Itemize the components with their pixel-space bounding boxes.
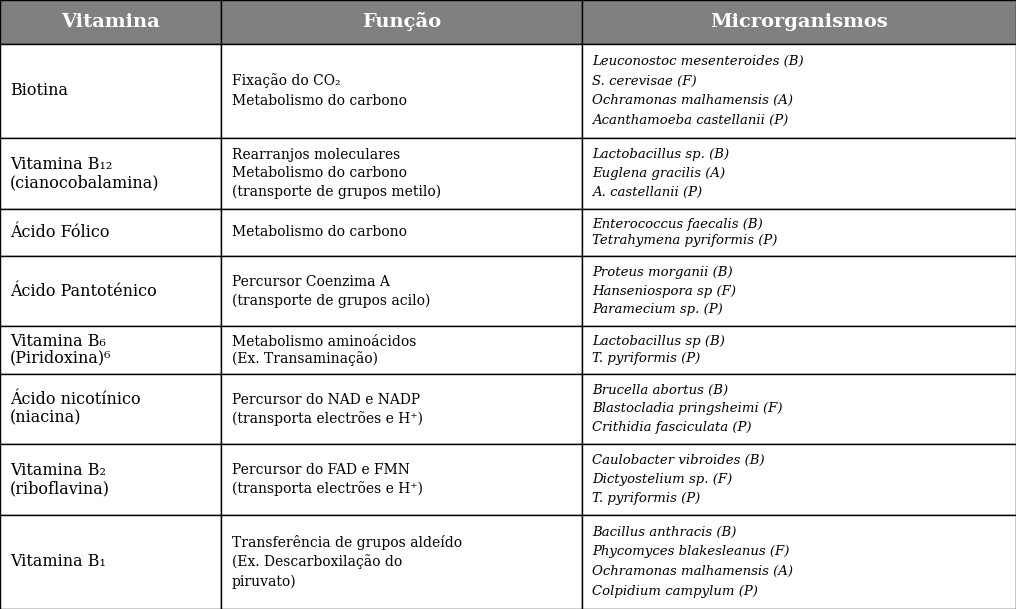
Bar [221,326,582,373]
Text: Biotina: Biotina [10,82,68,99]
Text: Metabolismo do carbono: Metabolismo do carbono [232,94,406,108]
Bar [221,515,582,609]
Bar [0,326,221,373]
Bar [0,515,221,609]
Text: Metabolismo aminoácidos: Metabolismo aminoácidos [232,335,416,349]
Text: Vitamina B₁₂: Vitamina B₁₂ [10,155,113,172]
Text: (Ex. Descarboxilação do: (Ex. Descarboxilação do [232,554,402,569]
Text: Proteus morganii (B): Proteus morganii (B) [592,266,733,279]
Text: piruvato): piruvato) [232,575,297,589]
Bar [221,0,582,44]
Text: Metabolismo do carbono: Metabolismo do carbono [232,166,406,180]
Text: S. cerevisae (F): S. cerevisae (F) [592,74,697,88]
Bar [0,209,221,256]
Text: T. pyriformis (P): T. pyriformis (P) [592,351,701,365]
Bar [582,44,1016,138]
Text: (cianocobalamina): (cianocobalamina) [10,174,160,191]
Text: Dictyostelium sp. (F): Dictyostelium sp. (F) [592,473,733,486]
Text: Bacillus anthracis (B): Bacillus anthracis (B) [592,526,737,538]
Text: (transporte de grupos metilo): (transporte de grupos metilo) [232,185,441,199]
Bar [0,444,221,515]
Text: Hanseniospora sp (F): Hanseniospora sp (F) [592,284,737,298]
Text: Vitamina B₂: Vitamina B₂ [10,462,106,479]
Text: Crithidia fasciculata (P): Crithidia fasciculata (P) [592,421,752,434]
Text: Paramecium sp. (P): Paramecium sp. (P) [592,303,723,316]
Text: (Ex. Transaminação): (Ex. Transaminação) [232,351,378,365]
Text: Rearranjos moleculares: Rearranjos moleculares [232,148,400,161]
Text: Acanthamoeba castellanii (P): Acanthamoeba castellanii (P) [592,114,788,127]
Text: Phycomyces blakesleanus (F): Phycomyces blakesleanus (F) [592,546,789,558]
Text: Blastocladia pringsheimi (F): Blastocladia pringsheimi (F) [592,403,782,415]
Text: Ácido Fólico: Ácido Fólico [10,224,110,241]
Text: (transporte de grupos acilo): (transporte de grupos acilo) [232,294,430,308]
Text: (transporta electrões e H⁺): (transporta electrões e H⁺) [232,481,423,496]
Text: Transferência de grupos aldeído: Transferência de grupos aldeído [232,535,462,549]
Text: (riboflavina): (riboflavina) [10,481,110,498]
Text: Enterococcus faecalis (B): Enterococcus faecalis (B) [592,217,763,231]
Text: Microrganismos: Microrganismos [710,13,888,31]
Bar [0,256,221,326]
Text: Lactobacillus sp (B): Lactobacillus sp (B) [592,336,725,348]
Text: A. castellanii (P): A. castellanii (P) [592,186,702,199]
Text: Brucella abortus (B): Brucella abortus (B) [592,384,728,396]
Bar [582,326,1016,373]
Text: (niacina): (niacina) [10,410,81,427]
Bar [0,44,221,138]
Bar [221,209,582,256]
Bar [221,256,582,326]
Text: Percursor Coenzima A: Percursor Coenzima A [232,275,389,289]
Bar [582,515,1016,609]
Bar [0,373,221,444]
Text: Euglena gracilis (A): Euglena gracilis (A) [592,167,725,180]
Text: (transporta electrões e H⁺): (transporta electrões e H⁺) [232,410,423,426]
Text: Ochramonas malhamensis (A): Ochramonas malhamensis (A) [592,94,793,107]
Text: Função: Função [363,12,441,32]
Text: Metabolismo do carbono: Metabolismo do carbono [232,225,406,239]
Bar [582,444,1016,515]
Text: (Piridoxina)⁶: (Piridoxina)⁶ [10,350,112,367]
Text: Vitamina: Vitamina [61,13,161,31]
Bar [582,209,1016,256]
Bar [582,256,1016,326]
Text: T. pyriformis (P): T. pyriformis (P) [592,491,701,505]
Text: Colpidium campylum (P): Colpidium campylum (P) [592,585,758,598]
Text: Ácido nicotínico: Ácido nicotínico [10,391,141,408]
Text: Tetrahymena pyriformis (P): Tetrahymena pyriformis (P) [592,234,777,247]
Bar [0,138,221,209]
Bar [0,0,221,44]
Text: Fixação do CO₂: Fixação do CO₂ [232,74,340,88]
Bar [582,0,1016,44]
Text: Vitamina B₁: Vitamina B₁ [10,554,106,571]
Bar [221,138,582,209]
Bar [582,138,1016,209]
Text: Ácido Pantoténico: Ácido Pantoténico [10,283,156,300]
Text: Caulobacter vibroides (B): Caulobacter vibroides (B) [592,454,765,467]
Bar [582,373,1016,444]
Bar [221,373,582,444]
Text: Vitamina B₆: Vitamina B₆ [10,333,106,350]
Text: Lactobacillus sp. (B): Lactobacillus sp. (B) [592,148,729,161]
Text: Leuconostoc mesenteroides (B): Leuconostoc mesenteroides (B) [592,55,804,68]
Text: Ochramonas malhamensis (A): Ochramonas malhamensis (A) [592,565,793,579]
Text: Percursor do FAD e FMN: Percursor do FAD e FMN [232,463,409,477]
Bar [221,44,582,138]
Bar [221,444,582,515]
Text: Percursor do NAD e NADP: Percursor do NAD e NADP [232,393,420,406]
